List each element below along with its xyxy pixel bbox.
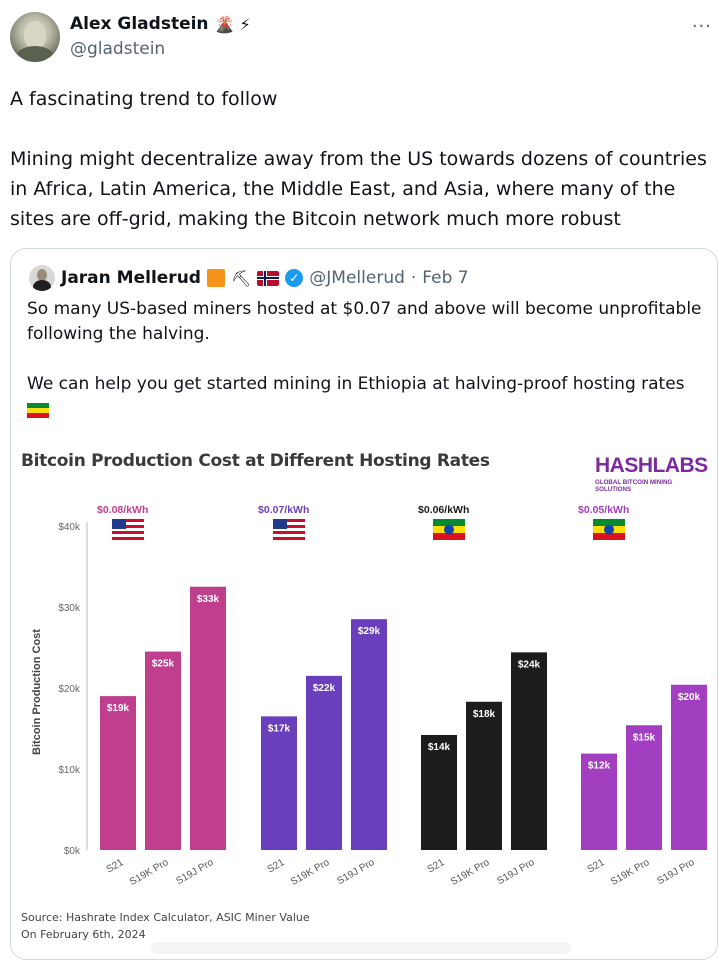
x-tick-label: S19K Pro: [449, 857, 492, 888]
y-axis-label: Bitcoin Production Cost: [31, 629, 43, 755]
norway-flag-icon: [257, 270, 280, 286]
author-name-row[interactable]: Alex Gladstein 🌋 ⚡: [70, 14, 251, 34]
bar: [351, 619, 387, 850]
bar-value-label: $22k: [313, 683, 336, 694]
bar-value-label: $29k: [358, 626, 381, 637]
author-name-emojis: 🌋 ⚡: [214, 14, 251, 34]
pickaxe-icon: ⛏: [230, 268, 252, 288]
bar-chart: Bitcoin Production Cost $0k $10k $20k $30k $4…: [31, 504, 707, 888]
y-tick-label: $40k: [58, 522, 81, 533]
bar: [261, 716, 297, 850]
x-tick-label: S19K Pro: [289, 857, 332, 888]
quote-author-name[interactable]: Jaran Mellerud: [61, 268, 201, 288]
bar: [466, 701, 502, 850]
chart-image[interactable]: Bitcoin Production Cost at Different Hos…: [12, 434, 717, 959]
x-tick-label: S21: [105, 857, 126, 876]
ethiopia-flag-icon: [27, 402, 49, 418]
bar-value-label: $17k: [268, 723, 291, 734]
quote-header: Jaran Mellerud ⛏ ✓ @JMellerud · Feb 7: [29, 265, 469, 291]
chart-title: Bitcoin Production Cost at Different Hos…: [21, 451, 490, 471]
y-tick-label: $30k: [58, 603, 81, 614]
media-scroll-indicator: [151, 942, 571, 954]
x-tick-label: S19K Pro: [609, 857, 652, 888]
ethiopia-flag-icon: [433, 519, 465, 540]
x-tick-label: S19K Pro: [128, 857, 171, 888]
author-handle[interactable]: @gladstein: [70, 39, 166, 59]
tweet-line-2: Mining might decentralize away from the …: [10, 148, 707, 230]
group-rate-label: $0.08/kWh: [97, 504, 148, 516]
bar: [671, 684, 707, 850]
tweet-line-1: A fascinating trend to follow: [10, 88, 278, 110]
quote-author-handle[interactable]: @JMellerud: [309, 268, 405, 288]
verified-badge-icon: ✓: [285, 269, 304, 287]
quoted-tweet[interactable]: Jaran Mellerud ⛏ ✓ @JMellerud · Feb 7 So…: [10, 248, 718, 960]
y-tick-label: $20k: [58, 684, 81, 695]
x-tick-label: S19J Pro: [174, 857, 216, 887]
author-display-name[interactable]: Alex Gladstein: [70, 14, 209, 34]
bar: [421, 734, 457, 850]
x-tick-label: S21: [586, 857, 607, 876]
bar: [581, 753, 617, 850]
bar: [626, 725, 662, 850]
bar-value-label: $18k: [473, 709, 496, 720]
x-tick-label: S19J Pro: [495, 857, 537, 887]
bar: [190, 586, 226, 850]
y-tick-label: $0k: [64, 846, 81, 857]
group-rate-label: $0.06/kWh: [418, 504, 469, 516]
group-rate-label: $0.05/kWh: [578, 504, 629, 516]
more-horizontal-icon[interactable]: ···: [691, 16, 712, 37]
x-tick-label: S19J Pro: [655, 857, 697, 887]
us-flag-icon: [273, 519, 305, 540]
bar: [306, 675, 342, 850]
quote-dot-separator: ·: [410, 268, 417, 288]
author-avatar[interactable]: [10, 12, 60, 62]
quote-text-2: We can help you get started mining in Et…: [27, 374, 685, 394]
bitcoin-square-icon: [206, 269, 225, 287]
x-tick-label: S21: [426, 857, 447, 876]
quote-date[interactable]: Feb 7: [422, 268, 469, 288]
bar-value-label: $33k: [197, 594, 220, 605]
bar-value-label: $15k: [633, 732, 656, 743]
us-flag-icon: [112, 519, 144, 540]
bar-value-label: $24k: [518, 659, 541, 670]
tweet-header: Alex Gladstein 🌋 ⚡ @gladstein ···: [10, 12, 716, 64]
ethiopia-flag-icon: [593, 519, 625, 540]
x-tick-label: S21: [266, 857, 287, 876]
tweet-text: A fascinating trend to follow Mining mig…: [10, 84, 716, 234]
x-tick-label: S19J Pro: [335, 857, 377, 887]
bar-value-label: $25k: [152, 659, 175, 670]
hashlabs-logo: HASHLABS GLOBAL BITCOIN MINING SOLUTIONS: [595, 454, 708, 493]
bar-value-label: $12k: [588, 761, 611, 772]
bar-value-label: $20k: [678, 692, 701, 703]
quote-text-1: So many US-based miners hosted at $0.07 …: [27, 299, 702, 344]
quote-text: So many US-based miners hosted at $0.07 …: [27, 297, 707, 422]
bar: [100, 696, 136, 850]
source-line-1: Source: Hashrate Index Calculator, ASIC …: [21, 911, 310, 924]
chart-source: Source: Hashrate Index Calculator, ASIC …: [21, 909, 310, 943]
bar-value-label: $19k: [107, 703, 130, 714]
bar: [145, 651, 181, 850]
source-line-2: On February 6th, 2024: [21, 928, 146, 941]
group-rate-label: $0.07/kWh: [258, 504, 309, 516]
bar-value-label: $14k: [428, 742, 451, 753]
bar: [511, 652, 547, 850]
logo-main-text: HASHLABS: [595, 454, 708, 477]
logo-sub-text: GLOBAL BITCOIN MINING SOLUTIONS: [595, 479, 673, 493]
y-tick-label: $10k: [58, 765, 81, 776]
quote-author-avatar[interactable]: [29, 265, 55, 291]
